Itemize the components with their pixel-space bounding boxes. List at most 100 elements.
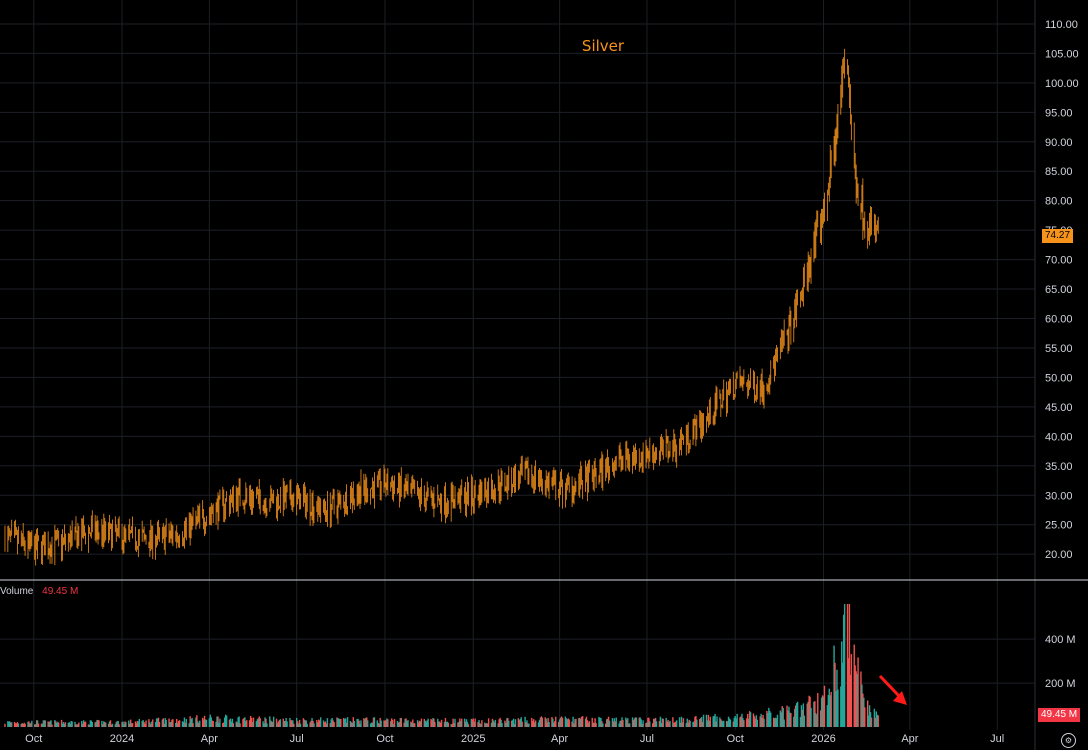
volume-bar (96, 719, 98, 727)
volume-bar (155, 718, 158, 727)
volume-bar (346, 717, 349, 727)
gear-icon[interactable]: ⚙ (1061, 733, 1076, 748)
volume-bar (836, 669, 838, 727)
volume-bar (311, 718, 313, 727)
volume-bar (571, 721, 573, 727)
volume-bar (81, 723, 84, 727)
volume-bar (481, 720, 483, 727)
volume-bar (339, 719, 341, 727)
volume-bar (682, 718, 685, 727)
volume-bar (726, 721, 729, 727)
volume-bar (478, 720, 480, 727)
volume-bar (411, 722, 413, 727)
volume-bar (216, 716, 218, 727)
volume-bar (608, 720, 611, 727)
price-tick-label: 85.00 (1045, 166, 1073, 178)
volume-bar (305, 720, 307, 727)
volume-bar (218, 722, 220, 727)
volume-bar (701, 721, 704, 727)
volume-bar (298, 719, 301, 727)
volume-bar (821, 695, 824, 727)
volume-bar (426, 720, 428, 727)
volume-bar (432, 718, 434, 727)
volume-bar (525, 722, 527, 727)
volume-bar (336, 717, 338, 727)
volume-bar (497, 723, 499, 727)
volume-bar (406, 721, 408, 727)
volume-bar (149, 722, 151, 727)
volume-bar (372, 717, 375, 727)
volume-bar (181, 721, 184, 727)
volume-bar (739, 717, 741, 727)
volume-bar (10, 722, 13, 727)
volume-bar (565, 718, 568, 727)
volume-bar (547, 717, 549, 727)
volume-bar (262, 721, 264, 727)
volume-bar (35, 720, 38, 727)
volume-bar (826, 705, 829, 727)
volume-bar (107, 723, 110, 727)
volume-tick-label: 200 M (1045, 678, 1076, 690)
volume-bar (817, 693, 819, 727)
volume-bar (554, 721, 556, 727)
volume-bar (452, 718, 454, 727)
volume-bar (446, 721, 449, 727)
volume-bar (451, 724, 453, 727)
volume-bar (31, 720, 33, 727)
volume-bar (712, 716, 714, 727)
volume-bar (709, 716, 711, 727)
volume-bar (558, 719, 561, 727)
volume-bar (575, 718, 577, 727)
volume-bar (601, 721, 603, 727)
volume-bar (672, 717, 674, 727)
volume-bar (521, 721, 523, 727)
volume-bar (612, 721, 615, 727)
volume-bar (807, 701, 809, 727)
volume-bar (94, 722, 96, 727)
volume-bar (506, 718, 508, 727)
volume-bar (403, 722, 405, 727)
volume-bar (689, 720, 691, 727)
volume-bar (282, 718, 284, 727)
volume-bar (27, 721, 29, 727)
volume-bar (417, 722, 420, 727)
volume-bar (13, 721, 16, 727)
volume-bar (88, 724, 91, 727)
volume-bar (325, 723, 328, 727)
volume-bar (728, 718, 731, 727)
volume-bar (172, 719, 174, 727)
volume-bar (438, 721, 441, 727)
volume-bar (143, 722, 145, 727)
volume-bar (862, 693, 864, 727)
price-tick-label: 50.00 (1045, 372, 1073, 384)
volume-bar (540, 716, 543, 727)
price-tick-label: 65.00 (1045, 284, 1073, 296)
volume-bar (681, 722, 684, 727)
volume-bar (572, 716, 574, 727)
volume-bar (284, 720, 286, 727)
volume-bar (123, 724, 125, 727)
volume-bar (24, 723, 26, 727)
volume-bar (652, 718, 655, 727)
volume-bar (222, 723, 224, 727)
volume-bar (56, 722, 58, 727)
price-axis[interactable]: 20.00 25.00 30.00 35.00 40.00 45.00 50.00 55.00… (1045, 19, 1079, 561)
volume-bar (57, 721, 59, 727)
volume-bar (175, 722, 177, 727)
volume-bar (302, 718, 305, 727)
time-axis[interactable]: Oct 2024 Apr Jul Oct 2025 Apr Jul Oct 2026 Apr Jul (25, 733, 1004, 745)
volume-bar (501, 723, 503, 727)
volume-bar (652, 723, 654, 727)
volume-bar (23, 722, 25, 727)
volume-bar (246, 720, 248, 727)
volume-bar (134, 721, 137, 727)
volume-bar (499, 717, 501, 727)
volume-bar (680, 716, 683, 727)
volume-bar (223, 722, 225, 727)
volume-bar (834, 662, 836, 727)
volume-bar (722, 721, 724, 727)
volume-bar (843, 604, 846, 727)
volume-bar (743, 720, 745, 727)
volume-bar (853, 644, 855, 727)
